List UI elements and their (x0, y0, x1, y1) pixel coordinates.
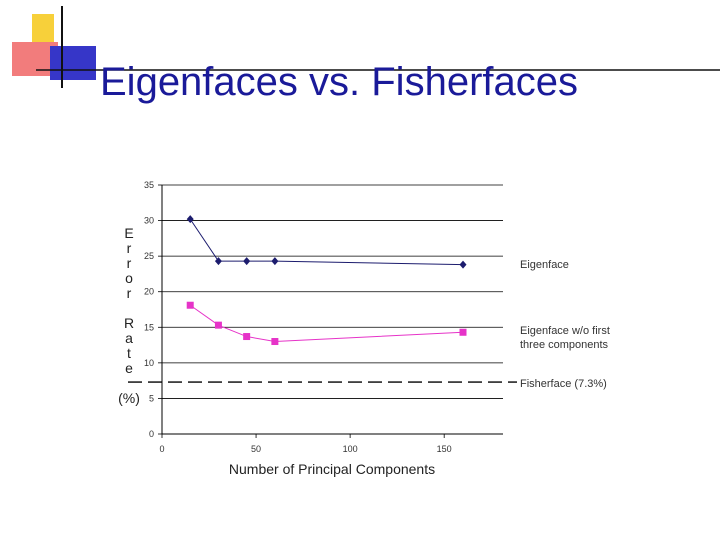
y-axis-label-letter: (%) (118, 390, 140, 406)
y-axis-label-letter: r (127, 240, 132, 256)
legend-label: Eigenface (520, 259, 569, 271)
series-line-1 (189, 304, 464, 343)
x-tick-label: 0 (159, 444, 164, 454)
eigenface-wo3-point (459, 328, 467, 336)
y-tick-label: 30 (144, 216, 154, 226)
x-tick-label: 150 (437, 444, 452, 454)
eigenface-wo3-point (214, 321, 222, 329)
legend-label: Eigenface w/o first (520, 325, 610, 337)
y-axis-label-letter: e (125, 360, 133, 376)
page-title: Eigenfaces vs. Fisherfaces (100, 60, 578, 104)
y-axis-label-letter: r (127, 285, 132, 301)
eigenface-wo3-point (243, 333, 251, 341)
corner-decoration (12, 6, 720, 88)
x-tick-label: 50 (251, 444, 261, 454)
y-tick-label: 10 (144, 358, 154, 368)
eigenface-point (271, 257, 279, 266)
y-tick-label: 25 (144, 251, 154, 261)
y-tick-label: 20 (144, 287, 154, 297)
y-axis-label-letter: o (125, 270, 133, 286)
eigenface-point (214, 257, 222, 266)
eigenface-wo3-point (186, 301, 194, 309)
y-axis-label-letter: r (127, 255, 132, 271)
eigenface-point (243, 257, 251, 266)
series-line-0 (189, 218, 464, 266)
y-tick-label: 15 (144, 322, 154, 332)
x-axis-label: Number of Principal Components (229, 461, 435, 477)
y-axis-label-letter: E (124, 225, 133, 241)
y-tick-label: 5 (149, 393, 154, 403)
y-tick-label: 0 (149, 429, 154, 439)
legend: Eigenface Eigenface w/o first three compon… (520, 259, 610, 390)
eigenface-point (459, 260, 467, 269)
blue-block (50, 46, 96, 80)
eigenface-wo3-point (271, 338, 279, 346)
y-axis-label-letter: R (124, 315, 134, 331)
series (128, 215, 517, 383)
y-axis-label-letter: a (125, 330, 133, 346)
yellow-block (32, 14, 54, 48)
legend-label: three components (520, 339, 609, 351)
y-axis-label-letter: t (127, 345, 131, 361)
legend-label: Fisherface (7.3%) (520, 378, 607, 390)
gridlines (162, 184, 503, 399)
x-tick-label: 100 (343, 444, 358, 454)
axis-labels: Number of Principal ComponentsErrorRate(… (118, 225, 435, 477)
axes: 0 5 10 15 20 25 30 35 0 50 100 150 (144, 180, 503, 454)
y-tick-label: 35 (144, 180, 154, 190)
eigenface-point (186, 215, 194, 224)
